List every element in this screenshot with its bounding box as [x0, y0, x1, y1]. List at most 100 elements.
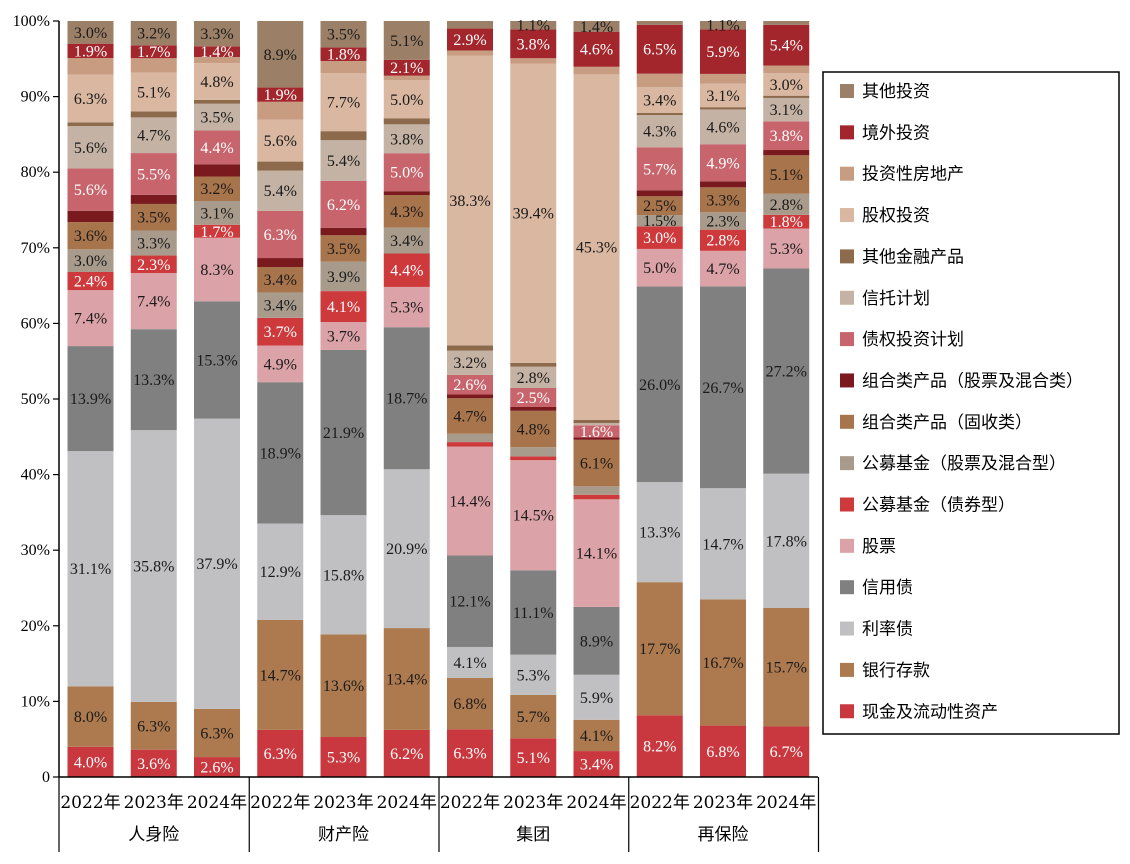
- bar-segment: [383, 253, 430, 287]
- year-tick-label: 2023年: [503, 793, 563, 813]
- data-label: 3.6%: [137, 756, 170, 773]
- data-label: 2.6%: [453, 377, 486, 394]
- bar-segment: [573, 425, 620, 438]
- data-label: 1.1%: [706, 18, 739, 35]
- bar-segment: [510, 410, 557, 448]
- bar-stack: 6.2% 13.4% 20.9% 18.7% 5.3% 4.4% 3.4% 4.3% 5.0% 3…: [383, 21, 430, 777]
- bar-segment: [257, 729, 304, 777]
- bar-stack: 3.6% 6.3% 35.8% 13.3% 7.4% 2.3% 3.3% 3.5% 5.5% 4.…: [130, 21, 177, 777]
- bar-segment: [130, 21, 177, 46]
- bar-segment: [763, 726, 810, 777]
- data-label: 6.2%: [390, 746, 423, 763]
- data-label: 26.7%: [702, 380, 743, 397]
- data-label: 4.7%: [137, 128, 170, 145]
- data-label: 11.1%: [513, 605, 554, 622]
- legend-label: 银行存款: [862, 661, 930, 681]
- data-label: 3.2%: [453, 355, 486, 372]
- bar-stack: 5.1% 5.7% 5.3% 11.1% 14.5% 4.8% 2.5% 2.8% 39.4% 3…: [510, 18, 557, 777]
- year-tick-label: 2024年: [566, 793, 626, 813]
- bar-segment: [700, 599, 746, 726]
- data-label: 1.5%: [643, 213, 676, 230]
- bar-segment: [257, 210, 304, 259]
- bar-segment: [257, 292, 304, 318]
- data-label: 3.2%: [200, 181, 233, 198]
- legend-swatch: [840, 456, 854, 471]
- data-label: 15.8%: [323, 567, 364, 584]
- data-label: 1.6%: [580, 424, 613, 441]
- data-label: 17.7%: [639, 641, 680, 658]
- bar-segment: [320, 131, 367, 141]
- data-label: 4.6%: [706, 119, 739, 136]
- legend-swatch: [840, 538, 854, 553]
- bar-segment: [67, 58, 114, 75]
- bar-stack: 2.6% 6.3% 37.9% 15.3% 8.3% 1.7% 3.1% 3.2% 4.4% 3.…: [194, 21, 240, 777]
- legend-swatch: [840, 662, 854, 677]
- data-label: 20.9%: [386, 541, 427, 558]
- data-label: 5.0%: [390, 165, 423, 182]
- data-label: 6.3%: [74, 91, 107, 108]
- bar-segment: [130, 430, 177, 702]
- bar-segment: [194, 99, 240, 104]
- data-label: 1.7%: [200, 224, 233, 241]
- data-label: 7.4%: [137, 294, 170, 311]
- bar-segment: [763, 73, 810, 96]
- bar-segment: [383, 194, 430, 228]
- data-label: 5.9%: [706, 44, 739, 61]
- legend-label: 境外投资: [862, 123, 930, 143]
- year-tick-label: 2023年: [313, 793, 373, 813]
- bar-segment: [67, 249, 114, 272]
- bar-segment: [320, 349, 367, 516]
- bar-segment: [320, 634, 367, 738]
- bar-segment: [383, 21, 430, 60]
- bar-segment: [257, 345, 304, 383]
- data-label: 2.3%: [137, 257, 170, 274]
- data-label: 45.3%: [576, 240, 617, 257]
- bar-segment: [130, 111, 177, 118]
- bar-segment: [447, 350, 493, 375]
- bar-segment: [763, 268, 810, 474]
- bar-segment: [383, 628, 430, 730]
- bar-segment: [130, 273, 177, 330]
- bar-segment: [320, 60, 367, 74]
- data-label: 37.9%: [196, 556, 237, 573]
- bar-segment: [320, 180, 367, 228]
- data-label: 6.7%: [770, 744, 803, 761]
- bar-segment: [320, 140, 367, 181]
- legend-swatch: [840, 621, 854, 636]
- bar-segment: [510, 460, 557, 571]
- bar-segment: [447, 345, 493, 351]
- bar-segment: [257, 258, 304, 268]
- data-label: 5.9%: [580, 690, 613, 707]
- bar-segment: [320, 227, 367, 236]
- bar-segment: [573, 439, 620, 487]
- bar-segment: [763, 65, 810, 74]
- data-label: 1.1%: [517, 18, 550, 35]
- bar-segment: [763, 21, 810, 25]
- data-label: 14.4%: [449, 494, 490, 511]
- bar-segment: [573, 486, 620, 495]
- bar-segment: [636, 87, 683, 113]
- bar-segment: [447, 28, 493, 51]
- data-label: 3.4%: [390, 233, 423, 250]
- data-label: 3.2%: [137, 26, 170, 43]
- bar-segment: [573, 751, 620, 777]
- legend-label: 股权投资: [862, 206, 930, 226]
- bar-stack: 6.3% 6.8% 4.1% 12.1% 14.4% 4.7% 2.6% 3.2% 38.3% 2…: [447, 21, 493, 777]
- data-label: 5.3%: [390, 300, 423, 317]
- bar-segment: [447, 394, 493, 399]
- data-label: 6.3%: [200, 725, 233, 742]
- legend-label: 信用债: [862, 578, 913, 598]
- bar-segment: [257, 523, 304, 620]
- data-label: 5.1%: [137, 84, 170, 101]
- bar-segment: [257, 317, 304, 346]
- bar-segment: [320, 261, 367, 292]
- bar-segment: [573, 499, 620, 607]
- bar-segment: [700, 181, 746, 188]
- data-label: 5.3%: [770, 241, 803, 258]
- bar-segment: [383, 75, 430, 81]
- bar-segment: [636, 73, 683, 88]
- bar-segment: [636, 190, 683, 197]
- bar-segment: [194, 224, 240, 238]
- legend-swatch: [840, 414, 854, 429]
